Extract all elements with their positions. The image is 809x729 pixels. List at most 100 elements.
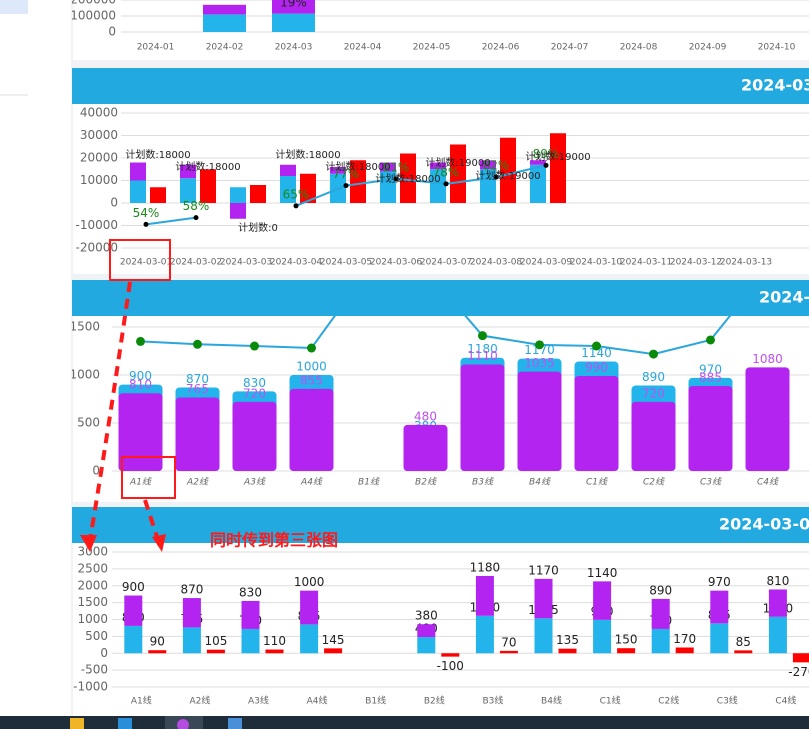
data-label: 81% (383, 160, 410, 174)
x-tick-label: 2024-03-12 (670, 258, 722, 268)
data-label: 855 (300, 373, 323, 387)
bar (241, 600, 260, 629)
line-point (193, 339, 202, 349)
x-tick-label: 2024-04 (344, 43, 382, 53)
header-bar (72, 280, 809, 316)
taskbar-icon[interactable] (118, 718, 132, 729)
y-tick-label: -20000 (75, 241, 118, 255)
bar (480, 160, 496, 170)
sidebar-item[interactable] (0, 0, 28, 14)
plan-label: 计划数:18000 (175, 160, 240, 173)
bar (182, 598, 201, 628)
line-point (443, 181, 449, 187)
y-tick-label: 0 (100, 646, 108, 660)
data-label: 1180 (470, 560, 501, 574)
bar (200, 169, 216, 203)
taskbar-icon[interactable] (70, 718, 84, 729)
header-bar (72, 68, 809, 104)
bar (417, 637, 436, 654)
bar (475, 575, 494, 616)
data-label: 890 (649, 583, 672, 597)
data-label: 90 (150, 635, 165, 649)
x-tick-label: C4线 (757, 477, 779, 488)
data-label: 105 (204, 634, 227, 648)
bar (688, 386, 733, 471)
bar (203, 14, 246, 32)
bar (417, 624, 436, 638)
taskbar-icon[interactable] (177, 719, 189, 729)
arrow (88, 281, 132, 541)
y-tick-label: 1500 (77, 595, 108, 609)
header-title: 2024-03-09 (719, 515, 809, 534)
x-tick-label: 2024-05 (413, 43, 451, 53)
data-label: 1000 (296, 360, 327, 374)
bar (430, 162, 446, 170)
bar (430, 169, 446, 203)
bar (330, 167, 346, 174)
bar (272, 13, 315, 32)
bar (250, 185, 266, 203)
bar (272, 0, 315, 14)
data-label: 170 (673, 632, 696, 646)
data-label: 970 (708, 575, 731, 589)
header-bar (72, 507, 809, 543)
bar (534, 578, 553, 619)
bar (710, 623, 729, 654)
data-label: 1035 (524, 356, 555, 370)
line-point (543, 162, 549, 168)
bar (203, 4, 246, 15)
plan-label: 计划数:18000 (275, 148, 340, 161)
x-tick-label: 2024-03-11 (620, 258, 672, 268)
bar (460, 364, 505, 471)
bar (265, 649, 284, 654)
y-tick-label: 100000 (70, 9, 116, 23)
data-label: 1080 (752, 352, 783, 366)
line-point (343, 183, 349, 189)
data-label: 70 (501, 635, 516, 649)
line (295, 164, 547, 207)
x-tick-label: 2024-08 (620, 43, 658, 53)
data-label: 54% (133, 206, 160, 220)
line-point (535, 340, 544, 350)
highlight-box (109, 239, 171, 281)
data-label: 65% (283, 187, 310, 201)
line-point (649, 349, 658, 359)
bar (593, 619, 612, 654)
x-tick-label: C2线 (658, 695, 679, 707)
y-tick-label: 0 (108, 25, 116, 39)
data-label: 110 (263, 634, 286, 648)
x-tick-label: A2线 (186, 477, 209, 488)
x-tick-label: 2024-03-13 (720, 258, 772, 268)
data-label: 830 (239, 585, 262, 599)
x-tick-label: B1线 (358, 477, 380, 488)
x-tick-label: A3线 (243, 477, 266, 488)
bar (631, 401, 676, 471)
y-tick-label: 1000 (77, 612, 108, 626)
line-point (143, 221, 149, 227)
bar (300, 590, 319, 625)
bar (745, 367, 790, 471)
bar (651, 628, 670, 654)
line-point (136, 336, 145, 346)
bar (150, 187, 166, 203)
y-tick-label: 0 (110, 196, 118, 210)
y-tick-label: 1000 (69, 368, 100, 382)
x-tick-label: 2024-03-10 (570, 258, 623, 268)
bar (500, 137, 516, 203)
bar (300, 173, 316, 203)
bar (651, 598, 670, 629)
x-tick-label: 2024-03-03 (220, 258, 272, 268)
x-tick-label: C1线 (600, 695, 621, 707)
x-tick-label: C3线 (700, 477, 722, 488)
x-tick-label: 2024-03-06 (370, 258, 423, 268)
y-tick-label: -1000 (73, 680, 108, 694)
bar (534, 618, 553, 654)
line-point (307, 343, 316, 353)
x-tick-label: 2024-03-07 (420, 258, 472, 268)
data-label: 145 (322, 633, 345, 647)
y-tick-label: -500 (81, 663, 108, 677)
bar (130, 180, 146, 203)
taskbar-icon[interactable] (228, 718, 242, 729)
x-tick-label: 2024-09 (689, 43, 727, 53)
data-label: 990 (585, 360, 608, 374)
